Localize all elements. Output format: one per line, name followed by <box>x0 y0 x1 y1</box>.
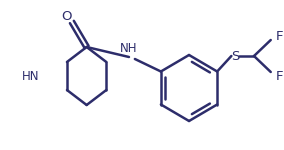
Text: F: F <box>276 69 283 82</box>
Text: O: O <box>62 9 72 22</box>
Text: F: F <box>276 30 283 42</box>
Text: S: S <box>231 50 239 63</box>
Text: HN: HN <box>22 69 39 82</box>
Text: NH: NH <box>120 42 138 55</box>
